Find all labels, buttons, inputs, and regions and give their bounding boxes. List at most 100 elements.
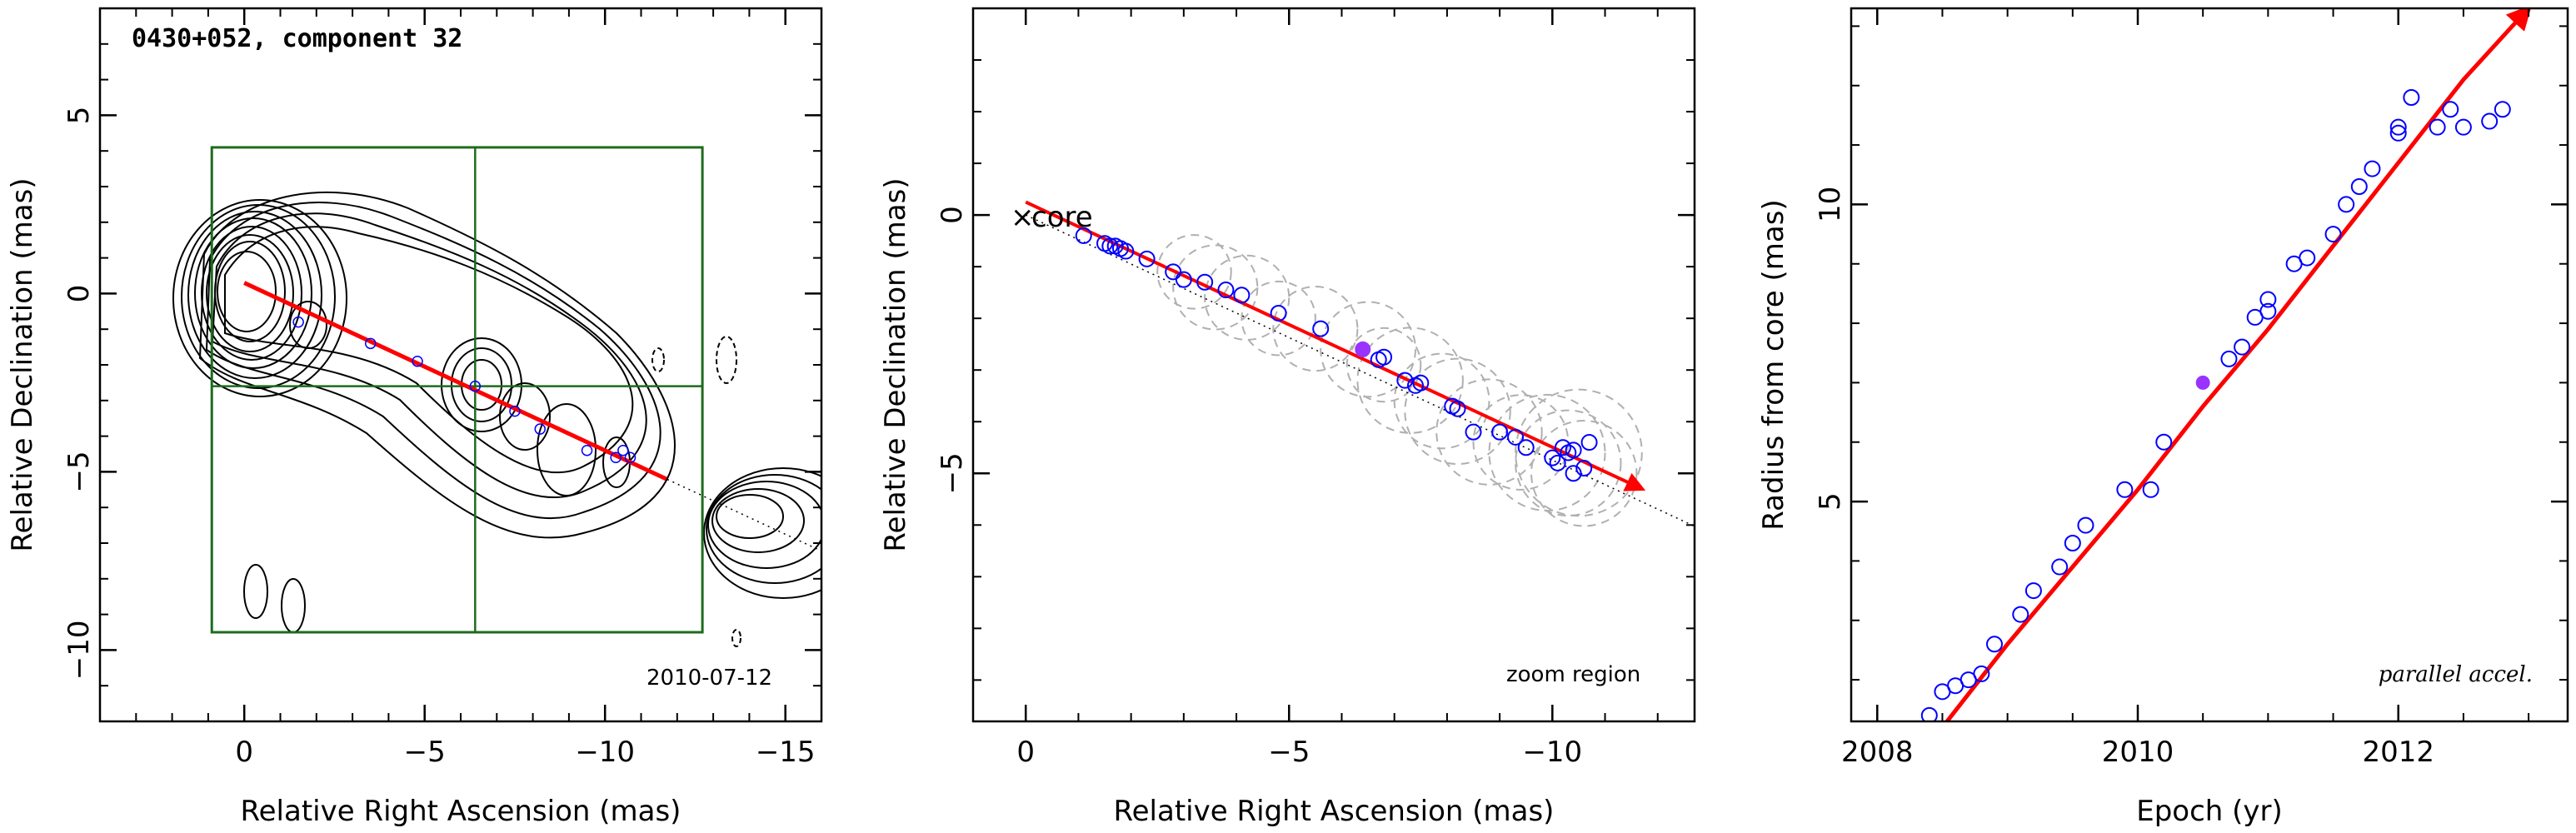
note-label: parallel accel. [2379,662,2533,687]
radius-point [2442,101,2459,118]
axes: 0 −5 −10 −15 5 0 −5 −10 [62,7,822,769]
position-point [1312,320,1330,337]
panel-frame [1850,7,2569,723]
position-point [412,355,423,367]
position-point [1575,460,1593,477]
x-axis-title: Relative Right Ascension (mas) [1114,795,1555,828]
position-point [1517,439,1535,456]
radius-point [2350,178,2368,195]
marks [1920,8,2533,721]
position-point [1449,400,1466,417]
fit-line [243,281,667,481]
radius-point [2259,302,2277,320]
radius-point [2155,433,2173,451]
position-point [1565,441,1582,459]
x-tick-label: 2008 [1841,736,1914,769]
fwhm-circle [1345,327,1422,403]
overlays [210,146,821,634]
radius-point [2429,118,2446,136]
trajectory-extension [1025,214,1695,527]
x-tick-label: 2012 [2362,736,2434,769]
radius-point [2116,481,2134,498]
radius-point [2299,249,2316,267]
core-contours [172,199,347,397]
position-point [1412,374,1430,392]
position-point [509,405,521,417]
y-tick-label: −10 [62,621,96,681]
y-tick-label: −5 [62,451,96,492]
fwhm-circle [1393,352,1490,450]
x-tick-label: 0 [235,736,253,769]
radius-point [2077,516,2094,534]
position-point [1270,304,1287,322]
position-point [365,337,377,350]
position-point [1507,428,1525,446]
radius-point [2364,160,2381,177]
y-axis-title: Relative Declination (mas) [879,177,912,551]
x-tick-label: −10 [575,736,635,769]
radius-point [2024,582,2042,600]
position-point [1233,287,1251,304]
fwhm-circle [1356,327,1464,434]
contour-image [172,191,821,647]
position-point [1375,348,1393,366]
fwhm-circle [1515,409,1622,517]
radius-point [2389,118,2407,136]
position-point [581,444,593,456]
position-point [1075,227,1092,244]
core-marker: × [1011,201,1035,234]
core-label: core [1031,201,1093,234]
y-tick-label: 5 [62,107,96,125]
y-tick-label: 5 [1814,492,1847,511]
radius-point [1986,636,2003,653]
radius-point [2494,101,2511,118]
radius-point [2234,338,2251,356]
x-axis-title: Relative Right Ascension (mas) [241,795,681,828]
x-axis-title: Epoch (yr) [2136,795,2283,828]
fwhm-circle [1404,357,1511,466]
fwhm-circle [1435,378,1543,486]
y-tick-label: −5 [936,452,969,494]
position-point [1217,282,1235,299]
far-jet-contours [703,467,821,599]
radius-point [2012,606,2029,623]
x-tick-label: 2010 [2102,736,2174,769]
fwhm-circle [1204,254,1290,341]
radius-point [2259,291,2277,308]
radius-point [2064,535,2081,551]
fwhm-circle [1241,280,1316,357]
radius-point [2389,124,2407,142]
zoom-box [210,146,704,634]
marks [1025,200,1695,527]
radius-point [2051,558,2069,576]
radius-point [2403,89,2420,106]
panel-frame [971,7,1696,723]
radius-point [1973,665,1990,682]
position-point [1138,250,1156,267]
y-tick-label: 0 [62,285,96,303]
fwhm-circle [1156,234,1232,310]
position-point [1117,242,1135,260]
fit-curve [1944,8,2533,721]
fwhm-circle [1515,388,1643,517]
y-axis-title: Radius from core (mas) [1757,199,1790,530]
x-tick-label: −15 [756,736,816,769]
highlight-point [1355,341,1371,357]
radius-point [1920,706,1938,721]
position-point [1396,372,1414,389]
position-point [624,451,637,464]
position-point [617,444,629,456]
position-point [1491,423,1509,441]
radius-point [2338,196,2355,213]
y-tick-label: 10 [1814,187,1847,222]
position-point [534,423,547,435]
axes: 2008 2010 2012 5 10 [1814,8,2568,769]
position-point [1465,423,1482,441]
position-point [1544,449,1561,466]
fwhm-circle [1320,301,1416,398]
position-point [1196,273,1214,291]
position-point [1580,434,1598,451]
region-label: zoom region [1506,662,1640,687]
